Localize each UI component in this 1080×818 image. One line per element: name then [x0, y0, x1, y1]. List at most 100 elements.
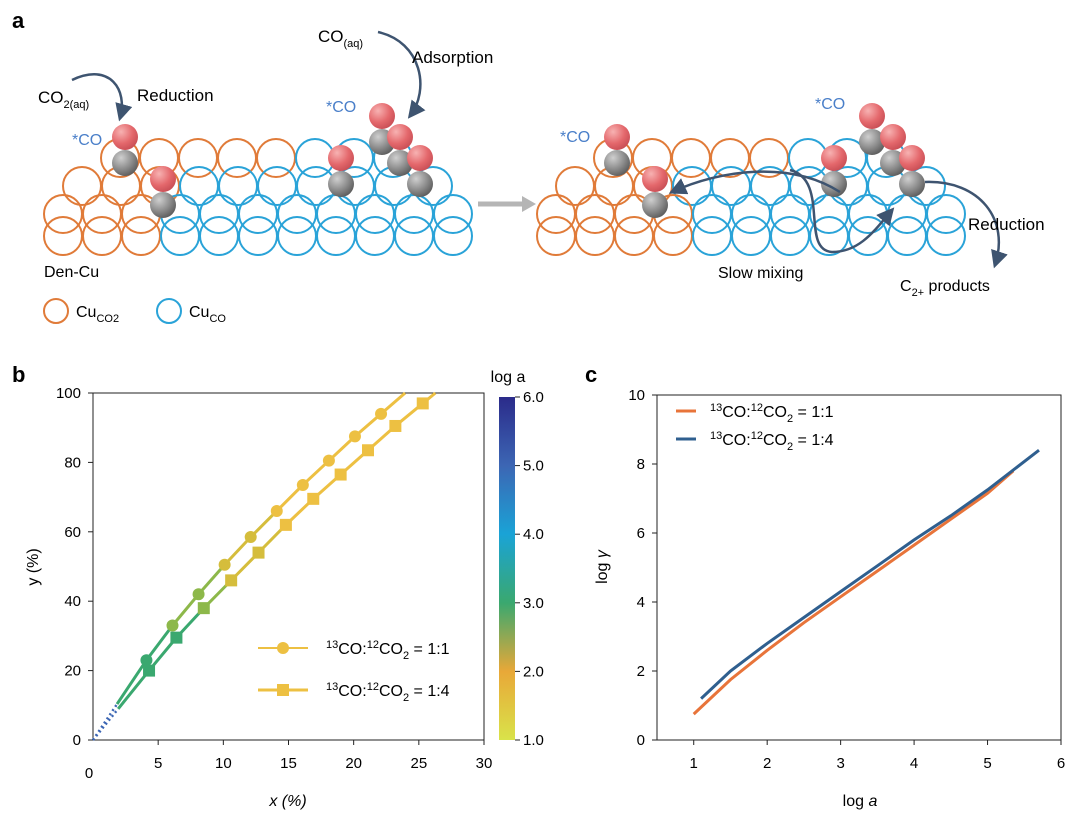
cu-co-atom [238, 216, 278, 256]
panel-b-legend-1: 13CO:12CO2 = 1:1 [326, 639, 450, 662]
legend-marker-circle [277, 642, 289, 654]
panel-b-xtick: 15 [280, 755, 297, 772]
carbon-atom [387, 150, 413, 176]
panel-c-xtick: 2 [763, 755, 771, 772]
co-molecule [112, 124, 138, 176]
panel-b-segment [117, 669, 151, 710]
panel-b-ytick: 0 [73, 732, 81, 749]
legend-marker-square [277, 684, 289, 696]
panel-b-point-circle [322, 454, 335, 467]
oxygen-atom [821, 145, 847, 171]
panel-b-segment [145, 624, 174, 662]
slow-mixing-arrow-2 [789, 168, 895, 254]
cu-co-atom [355, 194, 395, 234]
panel-b-lead-in [92, 707, 120, 741]
panel-b-xlabel: x (%) [268, 793, 306, 810]
colorbar-title: log a [491, 369, 526, 386]
cu-co2-atom [575, 216, 615, 256]
cu-co-atom [848, 194, 888, 234]
panel-b-point-circle [192, 588, 205, 601]
panel-c-xtick: 6 [1057, 755, 1065, 772]
panel-b-xtick: 20 [345, 755, 362, 772]
panel-b-point-circle [218, 558, 231, 571]
panel-b-series [91, 391, 437, 741]
co-molecule [899, 145, 925, 197]
reduction-arrow-right [924, 180, 1008, 269]
cu-co-atom [394, 194, 434, 234]
cu-co-atom [238, 194, 278, 234]
cu-co-atom [731, 216, 771, 256]
cu-co2-atom [82, 194, 122, 234]
panel-c-xtick: 4 [910, 755, 918, 772]
oxygen-atom [150, 166, 176, 192]
oxygen-atom [604, 124, 630, 150]
panel-c-legend-2: 13CO:12CO2 = 1:4 [710, 430, 834, 453]
panel-b-ytick: 100 [56, 385, 81, 402]
reduction-label-left: Reduction [137, 86, 214, 105]
panel-b-xtick: 0 [85, 765, 93, 782]
co-molecule [642, 166, 668, 218]
co-molecule [859, 103, 885, 155]
cu-co-atom [692, 194, 732, 234]
panel-c-xtick: 5 [983, 755, 991, 772]
panel-c-legend: 13CO:12CO2 = 1:1 13CO:12CO2 = 1:4 [676, 402, 834, 453]
panel-b-ytick: 40 [64, 593, 81, 610]
den-cu-label: Den-Cu [44, 264, 99, 281]
panel-c-xtick: 1 [690, 755, 698, 772]
panel-a-schematic: CO2(aq) Reduction *CO CO(aq) Adsorption … [38, 27, 1045, 325]
panel-c-ylabel: log γ [594, 549, 611, 584]
panel-b-point-square [416, 397, 429, 410]
cu-co2-atom [536, 216, 576, 256]
oxygen-atom [328, 145, 354, 171]
colorbar-tick: 5.0 [523, 458, 544, 475]
carbon-atom [112, 150, 138, 176]
reduction-arrow-left [71, 73, 133, 122]
legend-cu-co2-swatch [43, 298, 69, 324]
panel-c-series-line [700, 449, 1040, 700]
panel-b-ytick: 80 [64, 454, 81, 471]
cu-co-atom [887, 216, 927, 256]
panel-b-xtick: 25 [410, 755, 427, 772]
panel-b-point-circle [166, 619, 179, 632]
colorbar-ticks: 6.0 5.0 4.0 3.0 2.0 1.0 [515, 389, 544, 749]
cu-co2-atom [614, 216, 654, 256]
panel-b-point-square [252, 546, 265, 559]
star-co-label-3: *CO [560, 129, 590, 146]
panel-b-point-square [389, 419, 402, 432]
star-co-label-1: *CO [72, 132, 102, 149]
panel-b-xtick: 10 [215, 755, 232, 772]
cu-co-atom [316, 194, 356, 234]
cu-co-atom [672, 166, 712, 206]
cu-co-atom [199, 216, 239, 256]
panel-b-lead-in [91, 703, 119, 741]
panel-b-point-square [143, 664, 156, 677]
panel-c-series [692, 449, 1040, 716]
cu-co2-atom [62, 166, 102, 206]
cu-co-atom [199, 194, 239, 234]
legend-cu-co-swatch [156, 298, 182, 324]
oxygen-atom [899, 145, 925, 171]
legend-cu-co-label: CuCO [189, 304, 226, 325]
transition-arrow-head [522, 196, 536, 212]
co-molecule [387, 124, 413, 176]
adsorption-label: Adsorption [412, 48, 493, 67]
oxygen-atom [112, 124, 138, 150]
panel-c-series-line [692, 469, 1015, 716]
cu-co-atom [433, 216, 473, 256]
panel-b-point-square [362, 444, 375, 457]
panel-b-xtick: 5 [154, 755, 162, 772]
panel-b-segment [275, 483, 304, 513]
panel-b-point-square [307, 492, 320, 505]
panel-b-point-square [334, 468, 347, 481]
panel-c-axes: 1 2 3 4 5 6 0 2 4 6 8 10 [628, 387, 1065, 772]
carbon-atom [328, 171, 354, 197]
panel-b-chart: 0 5 10 15 20 25 30 0 20 40 60 80 100 x (%) y (%) 13C… [25, 369, 544, 810]
cu-co2-atom [536, 194, 576, 234]
cu-co2-atom [555, 166, 595, 206]
panel-b-point-circle [348, 430, 361, 443]
legend-cu-co2-label: CuCO2 [76, 304, 119, 325]
panel-b-xtick: 30 [476, 755, 493, 772]
panel-b-point-circle [140, 654, 153, 667]
co-molecule [328, 145, 354, 197]
